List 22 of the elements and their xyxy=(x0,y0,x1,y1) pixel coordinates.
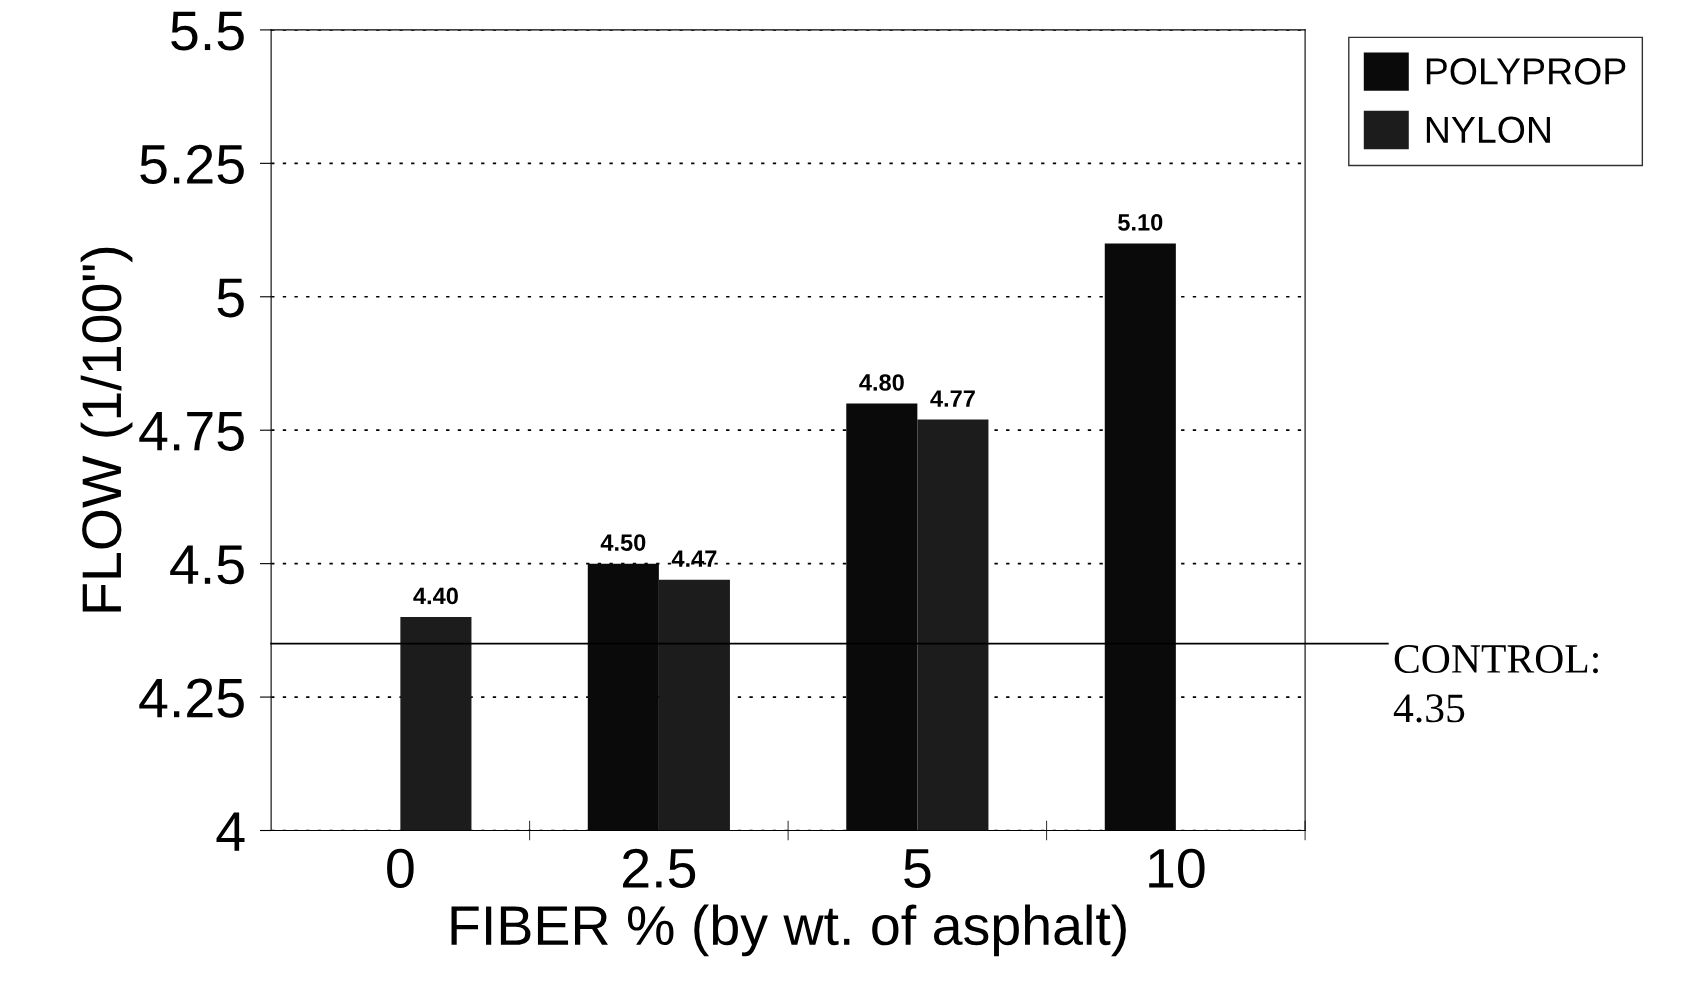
y-tick-label: 4.75 xyxy=(139,412,244,451)
x-tick-label: 10 xyxy=(1149,848,1205,888)
y-tick-label: 5.5 xyxy=(171,11,244,51)
data-label: 5.10 xyxy=(1118,214,1163,231)
data-label: 4.80 xyxy=(859,374,904,391)
x-axis-title: FIBER % (by wt. of asphalt) xyxy=(451,904,1126,957)
y-tick-label: 5.25 xyxy=(140,144,244,185)
x-tick-label: 5 xyxy=(904,849,931,888)
data-label: 4.77 xyxy=(930,390,975,407)
legend-label: POLYPROP xyxy=(1426,58,1626,85)
x-tick-label: 0 xyxy=(387,848,414,888)
ref-line-label: CONTROL: 4.35 xyxy=(1393,645,1598,723)
data-label: 4.40 xyxy=(413,587,458,605)
y-tick-label: 4.5 xyxy=(170,545,244,585)
x-tick-label: 2.5 xyxy=(623,848,696,888)
y-tick-label: 5 xyxy=(217,278,244,318)
y-tick-label: 4.25 xyxy=(139,678,244,718)
data-label: 4.47 xyxy=(671,550,717,567)
y-axis-title: FLOW (1/100") xyxy=(80,247,133,612)
y-tick-label: 4 xyxy=(216,812,245,851)
data-label: 4.50 xyxy=(600,534,646,551)
legend-label: NYLON xyxy=(1426,116,1550,144)
